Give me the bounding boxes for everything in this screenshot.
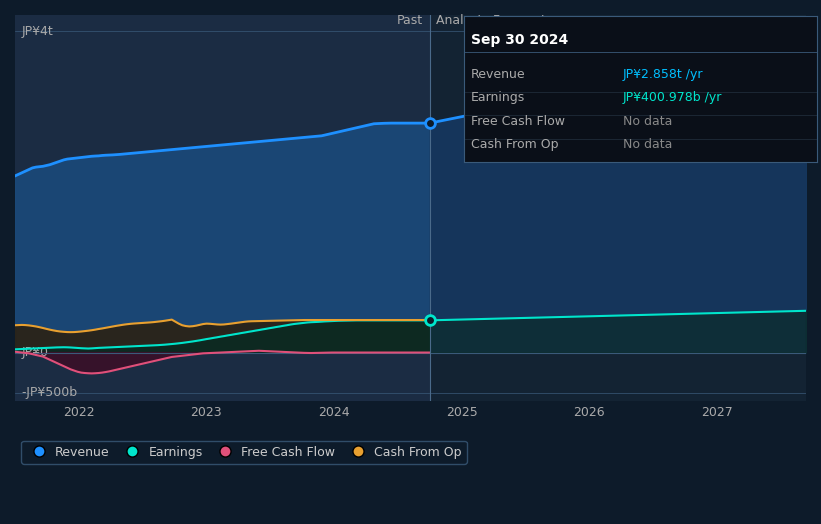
Text: Cash From Op: Cash From Op [471, 138, 558, 151]
Legend: Revenue, Earnings, Free Cash Flow, Cash From Op: Revenue, Earnings, Free Cash Flow, Cash … [21, 441, 466, 464]
Text: Free Cash Flow: Free Cash Flow [471, 115, 565, 128]
Bar [15, 15, 429, 401]
Text: -JP¥500b: -JP¥500b [21, 386, 77, 399]
Text: JP¥0: JP¥0 [21, 346, 48, 359]
Text: JP¥4t: JP¥4t [21, 25, 53, 38]
Text: JP¥400.978b /yr: JP¥400.978b /yr [622, 91, 722, 104]
Text: Sep 30 2024: Sep 30 2024 [471, 34, 568, 47]
Text: Analysts Forecasts: Analysts Forecasts [436, 15, 553, 27]
Bar [429, 15, 806, 401]
Text: Earnings: Earnings [471, 91, 525, 104]
Text: Past: Past [397, 15, 424, 27]
Text: JP¥2.858t /yr: JP¥2.858t /yr [622, 68, 704, 81]
Text: No data: No data [622, 138, 672, 151]
Text: Revenue: Revenue [471, 68, 525, 81]
Text: No data: No data [622, 115, 672, 128]
